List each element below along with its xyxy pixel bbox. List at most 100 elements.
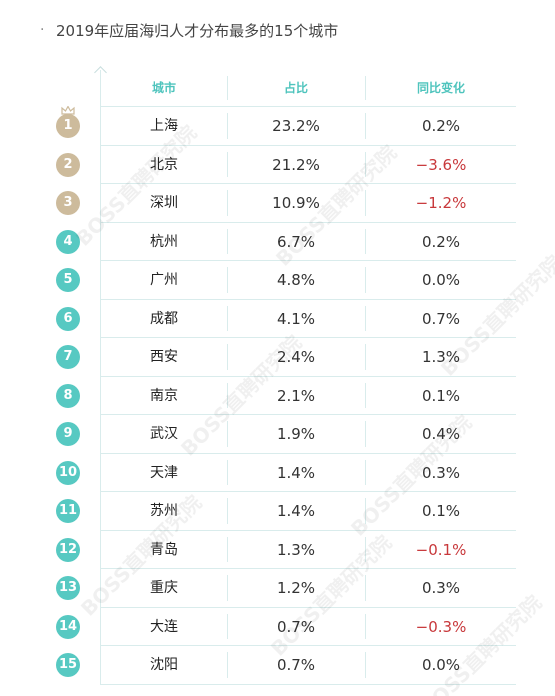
column-divider [365,76,366,100]
column-divider [365,536,366,562]
change-cell: 1.3% [421,348,461,366]
rank-badge: 1 [56,114,80,139]
change-cell: 0.2% [421,232,461,251]
table-row: 大连 0.7% −0.3% [101,608,516,646]
column-divider [365,190,366,216]
table-row: 杭州 6.7% 0.2% [101,223,516,261]
rank-badge: 15 [56,653,80,678]
rank-badge: 4 [56,229,80,254]
column-divider [365,382,366,408]
city-cell: 苏州 [150,503,178,519]
column-divider [227,575,228,601]
table-row: 广州 4.8% 0.0% [101,261,516,300]
share-cell: 1.9% [276,425,316,443]
ranking-table: 城市 占比 同比变化 上海 23.2% 0.2% 北京 21.2% −3.6% 深圳 10.9… [94,66,516,685]
column-divider [365,459,366,485]
column-divider [365,575,366,601]
column-divider [227,228,228,254]
city-cell: 广州 [150,272,178,288]
column-header-change: 同比变化 [416,81,465,95]
share-cell: 4.1% [276,309,316,328]
column-divider [227,305,228,331]
column-divider [227,267,228,293]
share-cell: 1.2% [276,579,316,597]
rank-badge: 9 [56,422,80,447]
share-cell: 21.2% [272,155,320,174]
table-row: 北京 21.2% −3.6% [101,146,516,184]
table-row: 深圳 10.9% −1.2% [101,184,516,223]
city-cell: 杭州 [150,233,178,250]
column-divider [227,652,228,678]
column-divider [227,151,228,177]
column-divider [365,652,366,678]
table-body: 上海 23.2% 0.2% 北京 21.2% −3.6% 深圳 10.9% −1.2% 杭州 6.7… [101,107,516,685]
change-cell: 0.2% [421,117,461,135]
table-row: 上海 23.2% 0.2% [101,107,516,146]
column-divider [227,76,228,100]
table-row: 重庆 1.2% 0.3% [101,569,516,608]
table-row: 青岛 1.3% −0.1% [101,531,516,569]
rank-badge: 3 [56,191,80,216]
table-row: 武汉 1.9% 0.4% [101,415,516,454]
column-divider [227,498,228,524]
column-header-share: 占比 [283,81,308,95]
share-cell: 10.9% [272,194,320,212]
table-row: 天津 1.4% 0.3% [101,454,516,492]
rank-badge: 14 [56,614,80,639]
table-row: 南京 2.1% 0.1% [101,377,516,415]
change-cell: 0.3% [421,463,461,482]
column-divider [227,344,228,370]
change-cell: 0.1% [421,386,461,405]
rank-badge: 2 [56,152,80,177]
share-cell: 2.1% [276,386,316,405]
column-divider [365,498,366,524]
table-row: 沈阳 0.7% 0.0% [101,646,516,685]
column-divider [365,267,366,293]
rank-badge: 5 [56,268,80,293]
column-divider [365,113,366,139]
city-cell: 成都 [150,310,178,327]
city-cell: 重庆 [150,580,178,596]
share-cell: 1.3% [276,540,316,559]
share-cell: 4.8% [276,271,316,289]
column-divider [227,113,228,139]
share-cell: 1.4% [276,463,316,482]
city-cell: 大连 [150,618,178,635]
title-bullet: · [40,22,45,38]
table-row: 成都 4.1% 0.7% [101,300,516,338]
crown-icon [61,106,75,115]
share-cell: 1.4% [276,502,316,520]
share-cell: 2.4% [276,348,316,366]
change-cell: −1.2% [415,194,467,212]
column-header-city: 城市 [151,81,176,95]
rank-badge: 8 [56,383,80,408]
column-divider [365,613,366,639]
city-cell: 上海 [150,118,178,134]
column-divider [227,459,228,485]
column-divider [227,613,228,639]
change-cell: 0.0% [421,271,461,289]
table-row: 西安 2.4% 1.3% [101,338,516,377]
column-divider [365,344,366,370]
change-cell: −0.1% [415,540,467,559]
table-header: 城市 占比 同比变化 [101,70,516,107]
rank-badge: 10 [56,460,80,485]
change-cell: 0.0% [421,656,461,674]
city-cell: 武汉 [150,426,178,442]
city-cell: 天津 [150,464,178,481]
column-divider [365,151,366,177]
column-divider [365,421,366,447]
change-cell: 0.1% [421,502,461,520]
column-divider [227,421,228,447]
column-divider [227,382,228,408]
city-cell: 西安 [150,349,178,365]
column-divider [227,190,228,216]
city-cell: 深圳 [150,195,178,211]
rank-badge: 12 [56,537,80,562]
table-row: 苏州 1.4% 0.1% [101,492,516,531]
share-cell: 0.7% [276,656,316,674]
share-cell: 6.7% [276,232,316,251]
change-cell: 0.7% [421,309,461,328]
column-divider [365,305,366,331]
change-cell: 0.3% [421,579,461,597]
